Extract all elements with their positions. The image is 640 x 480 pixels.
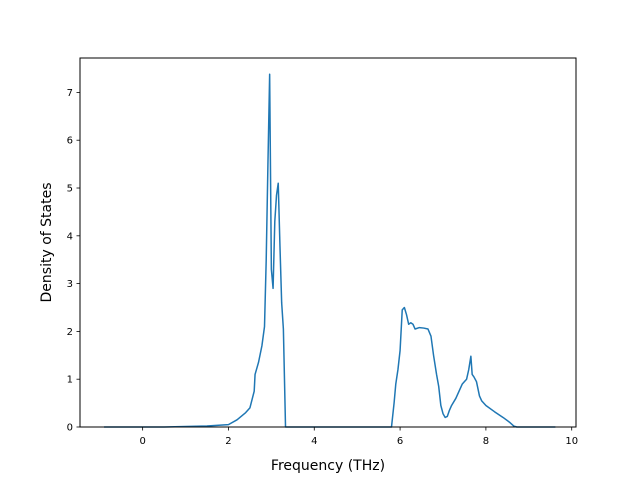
plot-frame <box>79 57 577 428</box>
y-tick-label: 0 <box>67 423 73 434</box>
y-axis: 0 1 2 3 4 5 6 7 <box>67 88 80 434</box>
y-tick-label: 5 <box>67 184 73 195</box>
x-axis: 0 2 4 6 8 10 <box>139 427 578 447</box>
y-tick-label: 2 <box>67 327 73 338</box>
y-tick-label: 6 <box>67 136 73 147</box>
x-tick-label: 8 <box>483 436 489 447</box>
x-tick-label: 0 <box>139 436 145 447</box>
y-axis-label: Density of States <box>39 183 55 303</box>
y-tick-label: 1 <box>67 375 73 386</box>
dos-series-line-0 <box>104 73 556 428</box>
x-tick-label: 2 <box>225 436 231 447</box>
x-axis-label: Frequency (THz) <box>271 458 385 474</box>
y-tick-label: 3 <box>67 279 73 290</box>
series-layer <box>104 73 556 428</box>
y-tick-label: 4 <box>67 231 73 242</box>
x-tick-label: 4 <box>311 436 317 447</box>
x-tick-label: 10 <box>565 436 578 447</box>
x-tick-label: 6 <box>397 436 403 447</box>
y-tick-label: 7 <box>67 88 73 99</box>
